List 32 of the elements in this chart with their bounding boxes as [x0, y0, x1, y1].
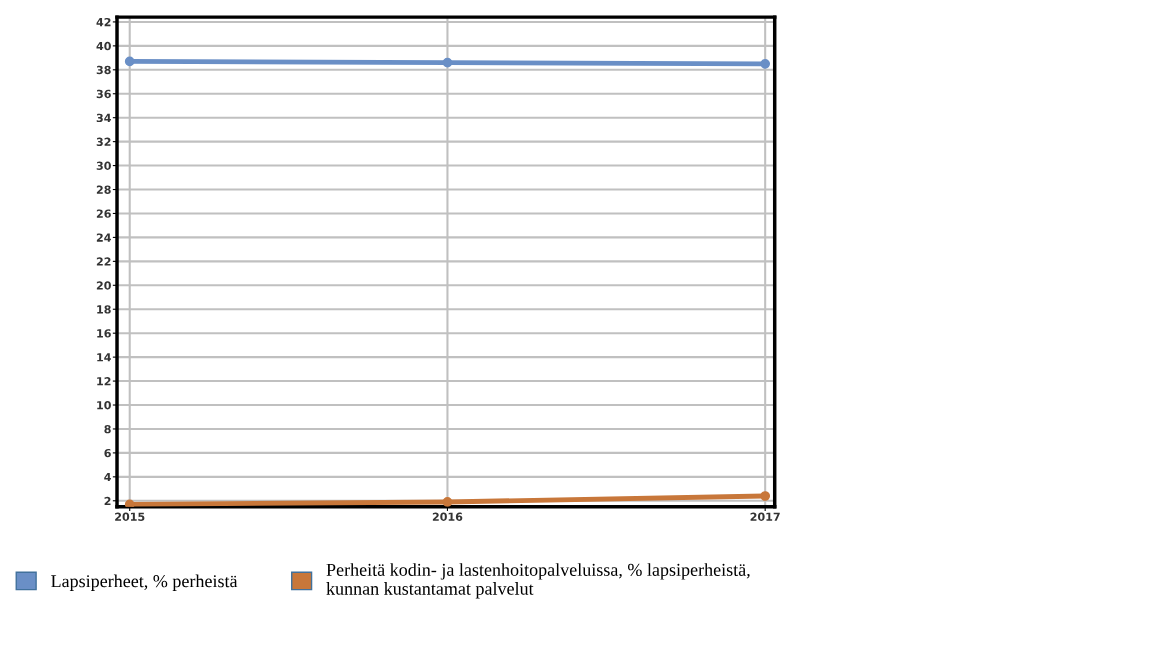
- y-tick-label: 26: [96, 209, 111, 218]
- point: [760, 491, 771, 501]
- y-tick-label: 40: [96, 41, 111, 51]
- point: [124, 499, 135, 507]
- x-tick-label: 2015: [115, 512, 145, 521]
- y-tick-label: 20: [96, 281, 111, 290]
- y-tick-label: 30: [96, 161, 111, 170]
- y-tick-label: 36: [96, 89, 111, 99]
- point: [760, 58, 771, 69]
- y-tick-label: 32: [96, 137, 111, 147]
- y-tick-label: 6: [104, 448, 111, 458]
- y-tick-label: 2: [104, 496, 111, 506]
- y-tick-label: 38: [96, 65, 111, 75]
- x-tick-label: 2016: [432, 512, 463, 521]
- legend-label: Lapsiperheet, % perheistä: [51, 574, 238, 591]
- x-tick-label: 2017: [750, 512, 780, 521]
- y-tick-label: 42: [96, 17, 111, 27]
- point: [124, 56, 135, 67]
- y-tick-label: 28: [96, 185, 111, 194]
- point: [442, 57, 453, 68]
- y-tick-label: 14: [97, 353, 111, 362]
- y-tick-label: 34: [96, 113, 111, 123]
- point: [442, 497, 453, 507]
- y-tick-label: 12: [97, 377, 111, 386]
- y-tick-label: 24: [96, 233, 111, 242]
- y-tick-label: 8: [104, 424, 111, 434]
- y-tick-label: 10: [97, 400, 111, 410]
- legend-label: Perheitä kodin- ja lastenhoitopalveluissa, % lapsiperheistä, kunnan kustantamat palvelut: [326, 563, 750, 599]
- y-tick-label: 4: [104, 472, 111, 482]
- y-tick-label: 18: [97, 305, 111, 314]
- y-tick-label: 16: [97, 329, 111, 338]
- y-tick-label: 22: [96, 257, 111, 266]
